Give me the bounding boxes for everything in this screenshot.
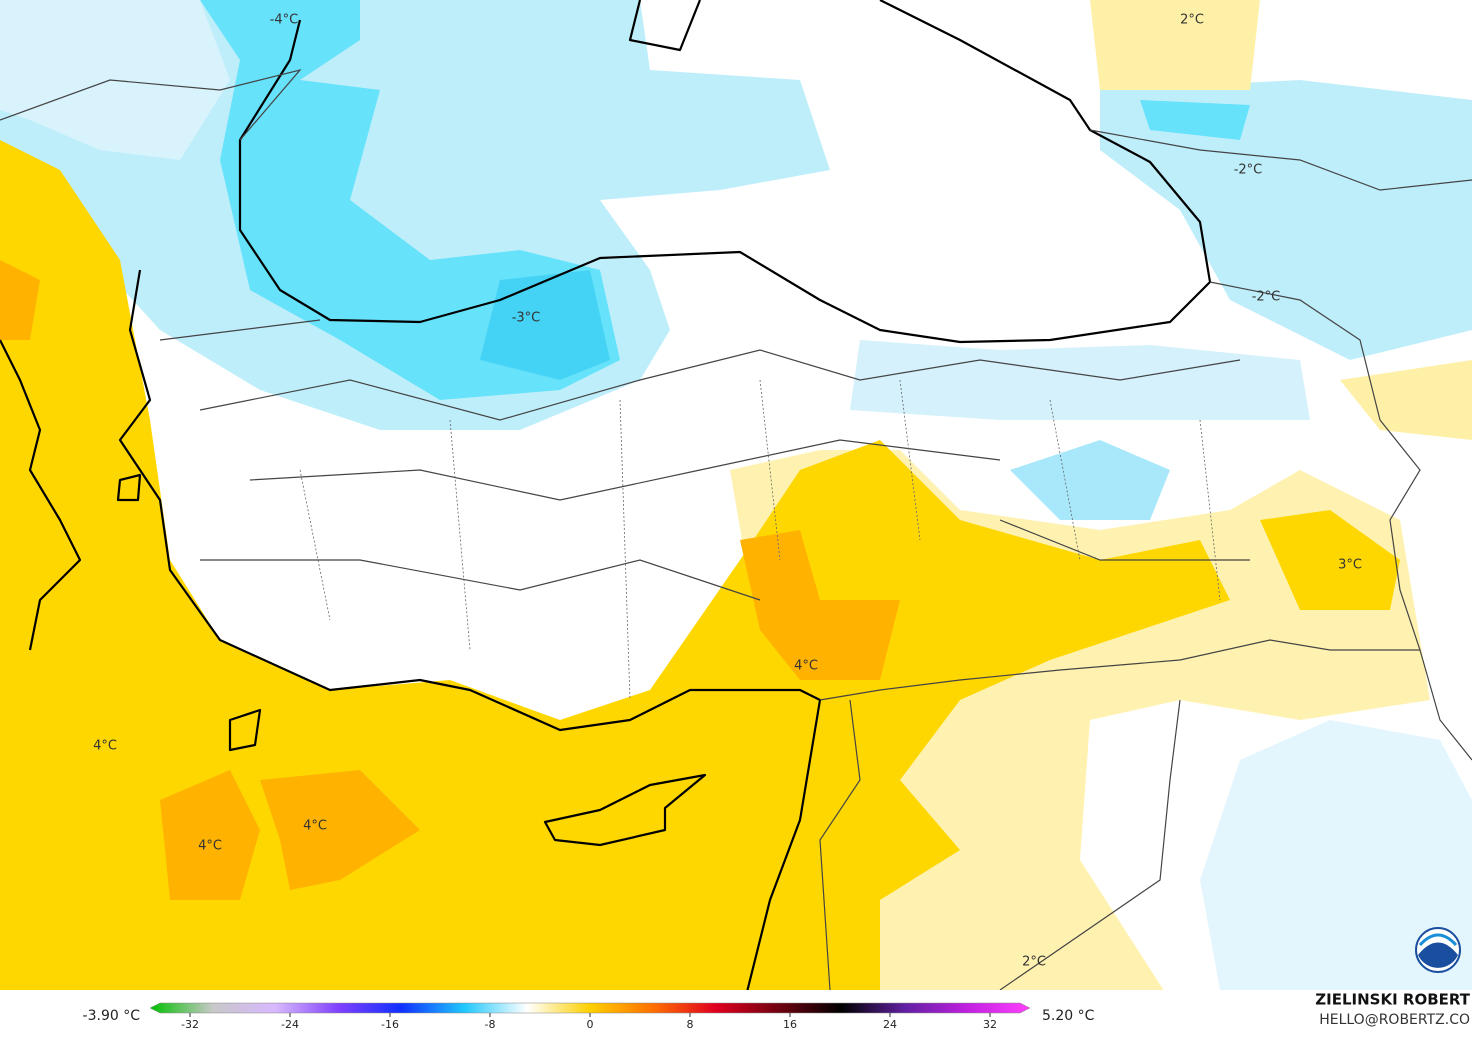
colorbar-min: -3.90 °C [83, 1008, 141, 1024]
colorbar-tick-label: -16 [381, 1018, 399, 1031]
colorbar-max: 5.20 °C [1042, 1008, 1095, 1024]
border [1089, 129, 1472, 191]
border [999, 699, 1181, 991]
cold-area [1100, 80, 1472, 360]
warm-area [0, 260, 40, 340]
cold-area [1200, 720, 1472, 990]
border [0, 68, 302, 141]
coastline [628, 0, 702, 52]
coastline [118, 269, 822, 1001]
border [819, 639, 1420, 701]
contact: HELLO@ROBERTZ.CO [1319, 1012, 1470, 1028]
temp-label: 4°C [198, 839, 222, 854]
warm-area [160, 770, 260, 900]
temp-label: 4°C [93, 739, 117, 754]
colorbar-tick-label: 32 [983, 1018, 997, 1031]
cold-area [850, 340, 1310, 420]
warm-area [1340, 360, 1472, 440]
warm-area [1260, 510, 1400, 610]
border [1209, 281, 1472, 761]
colorbar-tick-label: 24 [883, 1018, 897, 1031]
cold-area [1010, 440, 1170, 520]
temp-label: -3°C [512, 311, 541, 326]
warm-area [260, 770, 420, 890]
warm-area [740, 530, 900, 680]
colorbar-tick-label: -32 [181, 1018, 199, 1031]
border [819, 699, 861, 991]
colorbar-tick-label: 8 [687, 1018, 694, 1031]
cold-area [480, 270, 610, 380]
temp-label: -2°C [1234, 163, 1263, 178]
temp-label: 4°C [794, 659, 818, 674]
colorbar-tick-label: -24 [281, 1018, 299, 1031]
temp-label: 2°C [1180, 13, 1204, 28]
temp-label: -2°C [1252, 290, 1281, 305]
province-border [159, 319, 1250, 601]
temp-label: 2°C [1022, 955, 1046, 970]
colorbar-tick-label: 16 [783, 1018, 797, 1031]
island [116, 473, 142, 502]
colorbar: -32 -24 -16 -8 0 8 16 24 32 [149, 1002, 1031, 1031]
island [543, 773, 707, 847]
province-border [299, 379, 1221, 701]
colorbar-tick-label: 0 [587, 1018, 594, 1031]
colorbar-tick-label: -8 [485, 1018, 496, 1031]
coastline [238, 0, 1212, 344]
coastline [0, 339, 82, 651]
cold-area [1140, 100, 1250, 140]
warm-area [1090, 0, 1260, 90]
author: ZIELINSKI ROBERT [1315, 991, 1470, 1009]
colorbar-bar [149, 1002, 1031, 1014]
temp-label: 4°C [303, 819, 327, 834]
island [228, 708, 262, 752]
temp-label: 3°C [1338, 558, 1362, 573]
temp-label: -4°C [270, 13, 299, 28]
noaa-logo [1415, 927, 1461, 973]
